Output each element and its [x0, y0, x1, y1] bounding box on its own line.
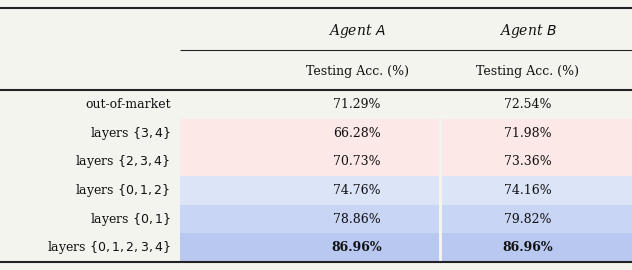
- Text: layers $\{3, 4\}$: layers $\{3, 4\}$: [90, 125, 171, 142]
- Text: 79.82%: 79.82%: [504, 212, 552, 225]
- Text: Agent $B$: Agent $B$: [499, 22, 557, 40]
- Text: out-of-market: out-of-market: [85, 98, 171, 111]
- Text: 72.54%: 72.54%: [504, 98, 552, 111]
- Text: 86.96%: 86.96%: [332, 241, 382, 254]
- Text: 71.98%: 71.98%: [504, 127, 552, 140]
- Text: Testing Acc. (%): Testing Acc. (%): [306, 65, 408, 78]
- Text: layers $\{2, 3, 4\}$: layers $\{2, 3, 4\}$: [75, 153, 171, 170]
- Text: 70.73%: 70.73%: [333, 156, 381, 168]
- Text: Agent $A$: Agent $A$: [328, 22, 386, 40]
- Bar: [180, 233, 439, 262]
- Text: layers $\{0, 1\}$: layers $\{0, 1\}$: [90, 211, 171, 228]
- Bar: [442, 233, 632, 262]
- Text: 71.29%: 71.29%: [333, 98, 381, 111]
- Bar: [180, 119, 439, 148]
- Bar: [180, 148, 439, 176]
- Bar: [442, 148, 632, 176]
- Bar: [180, 176, 439, 205]
- Text: layers $\{0, 1, 2\}$: layers $\{0, 1, 2\}$: [75, 182, 171, 199]
- Text: 78.86%: 78.86%: [333, 212, 381, 225]
- Bar: [442, 176, 632, 205]
- Text: layers $\{0, 1, 2, 3, 4\}$: layers $\{0, 1, 2, 3, 4\}$: [47, 239, 171, 256]
- Bar: [180, 205, 439, 233]
- Text: 86.96%: 86.96%: [502, 241, 553, 254]
- Bar: [442, 205, 632, 233]
- Text: 73.36%: 73.36%: [504, 156, 552, 168]
- Text: 74.76%: 74.76%: [333, 184, 381, 197]
- Text: Testing Acc. (%): Testing Acc. (%): [477, 65, 579, 78]
- Bar: [442, 119, 632, 148]
- Text: 74.16%: 74.16%: [504, 184, 552, 197]
- Text: 66.28%: 66.28%: [333, 127, 381, 140]
